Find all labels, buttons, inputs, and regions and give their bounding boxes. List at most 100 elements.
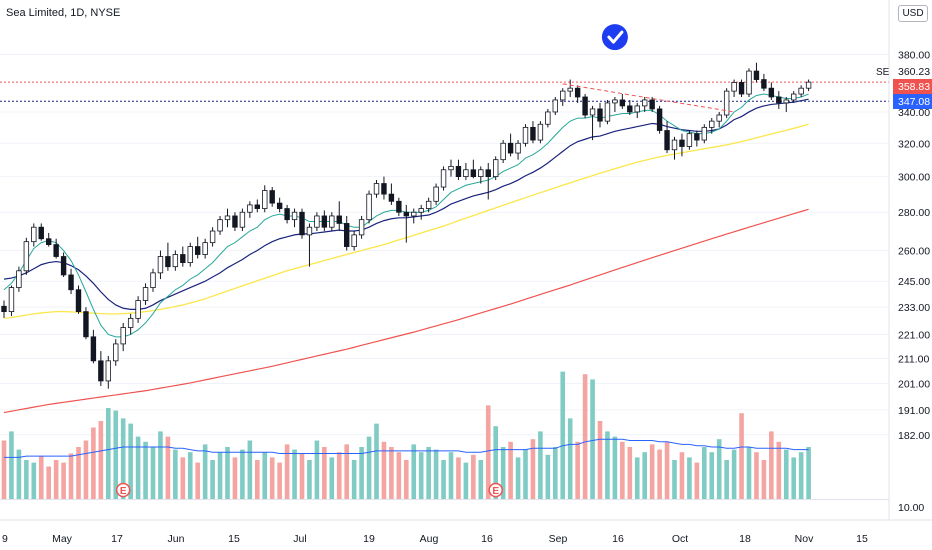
candle-body bbox=[336, 215, 342, 224]
candle-body bbox=[403, 211, 409, 217]
y-tick-label: 201.00 bbox=[898, 378, 930, 390]
candlesticks bbox=[1, 62, 812, 389]
candle-body bbox=[537, 123, 544, 141]
candle-body bbox=[522, 126, 529, 144]
candle-body bbox=[574, 87, 581, 98]
volume-bar bbox=[560, 371, 566, 499]
candle-body bbox=[552, 99, 558, 113]
candle-body bbox=[545, 111, 551, 125]
candle-body bbox=[589, 108, 596, 116]
x-tick-label: Nov bbox=[795, 533, 814, 545]
price-label: 347.08 bbox=[893, 94, 932, 109]
volume-bar bbox=[746, 447, 752, 499]
candle-body bbox=[463, 169, 469, 178]
candle-body bbox=[239, 211, 246, 228]
volume-bar bbox=[776, 441, 782, 499]
volume-bar bbox=[679, 452, 685, 499]
price-labels: 360.23 358.83 347.08 SE bbox=[876, 66, 932, 109]
volume-bar bbox=[538, 431, 543, 499]
earnings-marker-circle bbox=[488, 482, 503, 498]
volume-bar bbox=[716, 439, 722, 499]
volume-bar bbox=[381, 441, 387, 499]
volume-bar bbox=[91, 427, 96, 499]
volume-bar bbox=[299, 453, 305, 499]
candle-body bbox=[507, 142, 514, 154]
volume-bar bbox=[351, 460, 357, 499]
candle-body bbox=[783, 99, 789, 104]
price-label: 360.23 bbox=[898, 66, 930, 78]
volume-bar bbox=[530, 439, 536, 499]
x-tick-label: Aug bbox=[420, 533, 439, 545]
volume-bar bbox=[9, 431, 14, 499]
candle-body bbox=[440, 169, 447, 188]
volume-bar bbox=[493, 426, 498, 499]
candle-body bbox=[247, 204, 253, 213]
volume-bar bbox=[46, 466, 51, 499]
candle-body bbox=[291, 211, 298, 221]
candle-body bbox=[113, 343, 119, 362]
volume-bar bbox=[739, 413, 744, 499]
volume-bar bbox=[98, 421, 104, 499]
volume-bar bbox=[106, 408, 111, 499]
volume-bar bbox=[806, 447, 811, 499]
volume-bar bbox=[120, 418, 126, 499]
price-axis[interactable]: 380.00 340.00 320.00 300.00 280.00 260.00 245.… bbox=[898, 49, 930, 514]
candle-body bbox=[761, 79, 767, 89]
candle-body bbox=[582, 96, 588, 116]
candle-body bbox=[224, 215, 231, 221]
chart-legend[interactable]: Sea Limited, 1D, NYSE bbox=[6, 7, 121, 19]
candle-body bbox=[180, 254, 186, 263]
volume-bar bbox=[173, 449, 178, 499]
volume-bar bbox=[314, 440, 320, 499]
candle-body bbox=[776, 96, 782, 104]
symbol-tag: SE bbox=[876, 67, 890, 78]
candle-body bbox=[329, 215, 335, 228]
candle-body bbox=[31, 226, 37, 243]
volume-bar bbox=[731, 449, 737, 499]
volume-bar bbox=[329, 457, 335, 499]
volume-bar bbox=[53, 460, 59, 499]
x-tick-label: 15 bbox=[228, 533, 240, 545]
volume-bar bbox=[165, 436, 171, 499]
candle-body bbox=[209, 230, 216, 244]
volume-bar bbox=[500, 447, 506, 499]
y-tick-label: 280.00 bbox=[898, 207, 930, 219]
volume-bar bbox=[627, 447, 633, 499]
volume-bar bbox=[426, 447, 431, 499]
volume-bar bbox=[113, 410, 119, 499]
candle-body bbox=[381, 183, 387, 195]
volume-bar bbox=[255, 460, 260, 499]
x-tick-label: 19 bbox=[363, 533, 375, 545]
candle-body bbox=[23, 241, 30, 272]
price-label-text: 360.23 bbox=[898, 66, 930, 78]
volume-bar bbox=[359, 447, 364, 499]
y-tick-label: 221.00 bbox=[898, 329, 930, 341]
volume-bar bbox=[634, 457, 640, 499]
currency-button[interactable]: USD bbox=[898, 5, 928, 22]
y-tick-label: 245.00 bbox=[898, 276, 930, 288]
time-axis[interactable]: 9 May 17 Jun 15 Jul 19 Aug 16 Sep 16 Oct 18 Nov 15 bbox=[2, 533, 868, 545]
volume-bar bbox=[217, 452, 223, 499]
volume-bar bbox=[31, 462, 37, 499]
price-label-text: 347.08 bbox=[898, 96, 930, 108]
volume-bar bbox=[754, 452, 759, 499]
volume-bar bbox=[262, 452, 268, 499]
volume-bar bbox=[441, 460, 446, 499]
volume-bar bbox=[590, 379, 595, 499]
candle-body bbox=[492, 159, 499, 178]
candle-body bbox=[753, 70, 760, 80]
x-tick-label: May bbox=[52, 533, 73, 545]
volume-bar bbox=[694, 462, 700, 499]
volume-bar bbox=[523, 449, 528, 499]
volume-bar bbox=[307, 460, 312, 499]
candle-body bbox=[560, 90, 566, 101]
candle-body bbox=[686, 133, 693, 147]
candle-body bbox=[649, 99, 655, 110]
candle-body bbox=[791, 93, 797, 101]
x-tick-label: Sep bbox=[549, 533, 568, 545]
y-tick-label: 191.00 bbox=[898, 405, 930, 417]
x-tick-label: 16 bbox=[481, 533, 493, 545]
check-marker-icon bbox=[601, 24, 628, 51]
